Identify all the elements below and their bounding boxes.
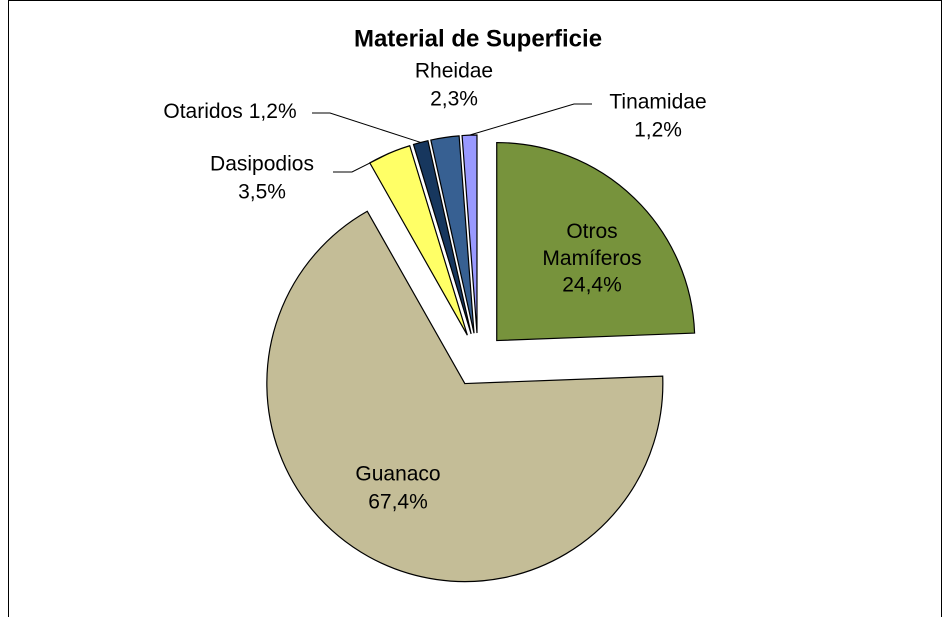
category-label: Tinamidae xyxy=(609,91,706,114)
pie-slice xyxy=(412,139,472,335)
leader-line xyxy=(333,152,390,173)
category-word: Otros xyxy=(566,220,617,243)
pie-slice xyxy=(496,141,696,342)
pie-slice xyxy=(430,135,475,334)
category-word: Mamíferos xyxy=(542,247,641,270)
category-label: Otaridos xyxy=(163,100,242,123)
category-label: Rheidae xyxy=(415,60,493,83)
pie-slice xyxy=(266,210,664,583)
leader-line xyxy=(312,112,421,143)
value-label: 1,2% xyxy=(634,119,682,142)
category-label: Dasipodios xyxy=(210,153,314,176)
leader-line xyxy=(469,103,592,136)
value-label: 24,4% xyxy=(562,274,622,297)
category-label: Otros Mamíferos xyxy=(542,220,641,270)
value-label: 3,5% xyxy=(238,181,286,204)
category-label: Guanaco xyxy=(355,463,440,486)
data-label: Otaridos 1,2% xyxy=(163,100,296,123)
value-label: 67,4% xyxy=(368,491,428,514)
value-label: 1,2% xyxy=(249,100,297,123)
value-label: 2,3% xyxy=(430,88,478,111)
pie-slice xyxy=(461,134,478,334)
chart-title: Material de Superficie xyxy=(354,25,602,52)
